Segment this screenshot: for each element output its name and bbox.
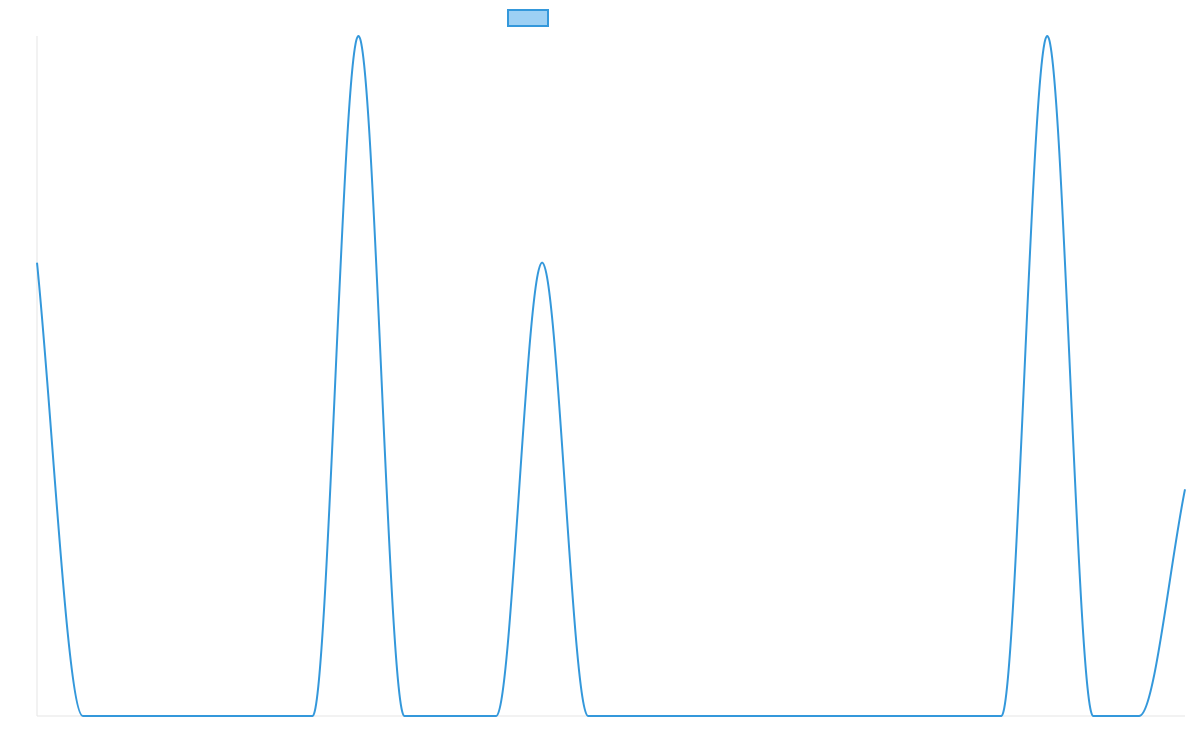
legend-swatch[interactable]: [507, 9, 549, 27]
legend[interactable]: [507, 9, 549, 27]
series-line: [36, 35, 1186, 717]
series-layer: [36, 35, 1186, 717]
